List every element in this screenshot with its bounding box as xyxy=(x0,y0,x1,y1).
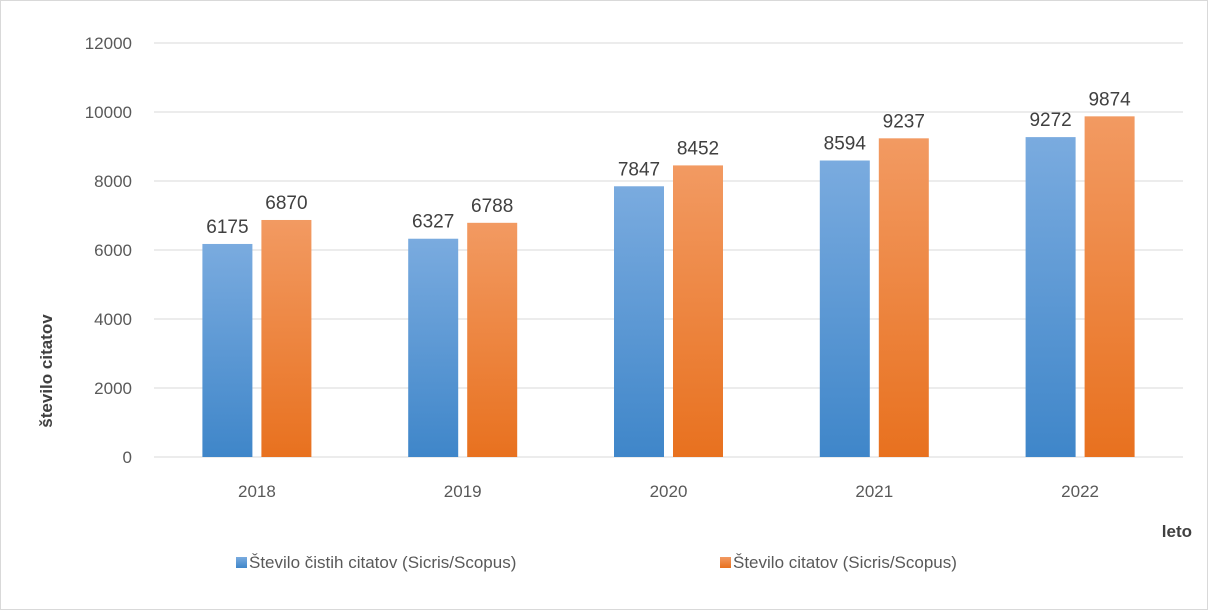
y-tick-label: 0 xyxy=(123,448,132,467)
bar xyxy=(202,243,253,457)
data-label: 7847 xyxy=(618,159,660,180)
data-label: 8594 xyxy=(824,134,867,155)
legend: Število čistih citatov (Sicris/Scopus) Št… xyxy=(236,553,957,572)
data-label: 9874 xyxy=(1088,89,1131,110)
legend-swatch xyxy=(720,557,731,568)
bar xyxy=(467,222,518,457)
data-label: 6175 xyxy=(206,217,248,238)
x-tick-label: 2022 xyxy=(1061,482,1099,501)
y-tick-label: 4000 xyxy=(94,310,132,329)
x-tick-label: 2021 xyxy=(855,482,893,501)
bar xyxy=(878,138,929,458)
bars xyxy=(202,116,1135,458)
data-label: 9272 xyxy=(1029,110,1071,131)
legend-swatch xyxy=(236,557,247,568)
bar xyxy=(1084,116,1135,458)
y-axis-label: število citatov xyxy=(37,314,56,428)
y-tick-label: 8000 xyxy=(94,172,132,191)
legend-label: Število čistih citatov (Sicris/Scopus) xyxy=(249,553,516,572)
bar xyxy=(819,160,870,457)
x-tick-label: 2020 xyxy=(650,482,688,501)
y-tick-label: 6000 xyxy=(94,241,132,260)
bar xyxy=(1025,137,1076,457)
data-label: 6788 xyxy=(471,196,513,217)
bar xyxy=(261,219,312,457)
y-tick-label: 12000 xyxy=(85,34,132,53)
gridlines xyxy=(154,42,1183,458)
y-tick-label: 10000 xyxy=(85,103,132,122)
x-tick-label: 2018 xyxy=(238,482,276,501)
x-axis-tick-labels: 2018 2019 2020 2021 2022 xyxy=(238,482,1099,501)
x-tick-label: 2019 xyxy=(444,482,482,501)
y-tick-label: 2000 xyxy=(94,379,132,398)
data-label: 6327 xyxy=(412,212,454,233)
x-axis-label: leto xyxy=(1162,522,1192,541)
bar xyxy=(673,165,723,457)
y-axis-tick-labels: 0 2000 4000 6000 8000 10000 12000 xyxy=(85,34,132,467)
data-label: 9237 xyxy=(883,111,925,132)
legend-label: Število citatov (Sicris/Scopus) xyxy=(733,553,957,572)
data-label: 6870 xyxy=(265,193,307,214)
data-label: 8452 xyxy=(677,138,719,159)
data-labels: 6175 6870 6327 6788 7847 8452 8594 9237 9272 9874 xyxy=(206,89,1131,238)
bar xyxy=(408,238,459,457)
bar xyxy=(614,186,664,457)
